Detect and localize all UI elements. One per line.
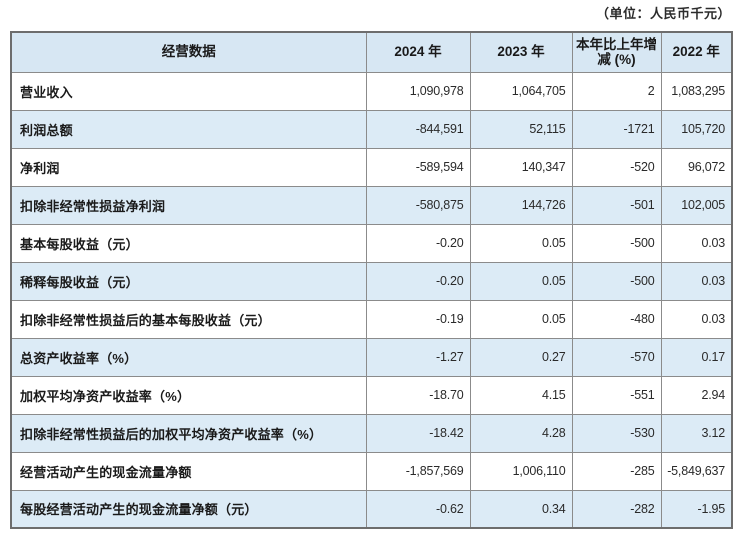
row-label: 营业收入 (10, 71, 367, 111)
value-change: -501 (571, 185, 662, 225)
table-row: 扣除非经常性损益后的加权平均净资产收益率（%） -18.42 4.28 -530… (10, 413, 733, 453)
value-2024: -0.20 (365, 261, 471, 301)
table-row: 总资产收益率（%） -1.27 0.27 -570 0.17 (10, 337, 733, 377)
value-2022: 1,083,295 (660, 71, 733, 111)
table-header-row: 经营数据 2024 年 2023 年 本年比上年增减 (%) 2022 年 (10, 31, 733, 73)
row-label: 净利润 (10, 147, 367, 187)
value-change: -500 (571, 223, 662, 263)
value-2022: -5,849,637 (660, 451, 733, 491)
value-2022: 0.03 (660, 261, 733, 301)
row-label: 每股经营活动产生的现金流量净额（元） (10, 489, 367, 529)
value-2023: 0.34 (469, 489, 573, 529)
table-row: 每股经营活动产生的现金流量净额（元） -0.62 0.34 -282 -1.95 (10, 489, 733, 529)
value-2023: 4.15 (469, 375, 573, 415)
value-change: -520 (571, 147, 662, 187)
table-row: 利润总额 -844,591 52,115 -1721 105,720 (10, 109, 733, 149)
value-change: -500 (571, 261, 662, 301)
header-2022: 2022 年 (660, 31, 733, 73)
table-row: 经营活动产生的现金流量净额 -1,857,569 1,006,110 -285 … (10, 451, 733, 491)
header-2023: 2023 年 (469, 31, 573, 73)
value-2023: 0.05 (469, 261, 573, 301)
value-2024: -18.42 (365, 413, 471, 453)
value-2022: 2.94 (660, 375, 733, 415)
table-row: 营业收入 1,090,978 1,064,705 2 1,083,295 (10, 71, 733, 111)
value-2022: -1.95 (660, 489, 733, 529)
row-label: 扣除非经常性损益净利润 (10, 185, 367, 225)
value-2023: 4.28 (469, 413, 573, 453)
row-label: 总资产收益率（%） (10, 337, 367, 377)
value-2022: 3.12 (660, 413, 733, 453)
table-row: 加权平均净资产收益率（%） -18.70 4.15 -551 2.94 (10, 375, 733, 415)
value-2023: 1,006,110 (469, 451, 573, 491)
table-row: 扣除非经常性损益后的基本每股收益（元） -0.19 0.05 -480 0.03 (10, 299, 733, 339)
unit-label: （单位：人民币千元） (595, 6, 731, 21)
value-change: -1721 (571, 109, 662, 149)
value-2024: -0.20 (365, 223, 471, 263)
value-2022: 102,005 (660, 185, 733, 225)
row-label: 利润总额 (10, 109, 367, 149)
value-2022: 0.17 (660, 337, 733, 377)
header-change: 本年比上年增减 (%) (571, 31, 662, 73)
value-change: 2 (571, 71, 662, 111)
value-2023: 144,726 (469, 185, 573, 225)
value-2024: -1.27 (365, 337, 471, 377)
row-label: 扣除非经常性损益后的加权平均净资产收益率（%） (10, 413, 367, 453)
value-2024: -1,857,569 (365, 451, 471, 491)
row-label: 基本每股收益（元） (10, 223, 367, 263)
operating-data-table: 经营数据 2024 年 2023 年 本年比上年增减 (%) 2022 年 营业… (10, 31, 733, 529)
value-2022: 96,072 (660, 147, 733, 187)
value-2023: 0.05 (469, 299, 573, 339)
value-2024: -0.19 (365, 299, 471, 339)
value-2022: 105,720 (660, 109, 733, 149)
table-row: 净利润 -589,594 140,347 -520 96,072 (10, 147, 733, 187)
row-label: 扣除非经常性损益后的基本每股收益（元） (10, 299, 367, 339)
value-2023: 0.27 (469, 337, 573, 377)
value-change: -282 (571, 489, 662, 529)
table-row: 稀释每股收益（元） -0.20 0.05 -500 0.03 (10, 261, 733, 301)
value-2022: 0.03 (660, 299, 733, 339)
value-2024: 1,090,978 (365, 71, 471, 111)
value-2024: -589,594 (365, 147, 471, 187)
table-row: 基本每股收益（元） -0.20 0.05 -500 0.03 (10, 223, 733, 263)
value-2022: 0.03 (660, 223, 733, 263)
header-2024: 2024 年 (365, 31, 471, 73)
row-label: 加权平均净资产收益率（%） (10, 375, 367, 415)
value-change: -570 (571, 337, 662, 377)
value-2024: -844,591 (365, 109, 471, 149)
value-2023: 1,064,705 (469, 71, 573, 111)
value-change: -285 (571, 451, 662, 491)
value-2023: 0.05 (469, 223, 573, 263)
value-2023: 140,347 (469, 147, 573, 187)
value-2023: 52,115 (469, 109, 573, 149)
table-row: 扣除非经常性损益净利润 -580,875 144,726 -501 102,00… (10, 185, 733, 225)
value-2024: -18.70 (365, 375, 471, 415)
value-change: -551 (571, 375, 662, 415)
row-label: 经营活动产生的现金流量净额 (10, 451, 367, 491)
value-2024: -580,875 (365, 185, 471, 225)
value-change: -480 (571, 299, 662, 339)
value-change: -530 (571, 413, 662, 453)
row-label: 稀释每股收益（元） (10, 261, 367, 301)
value-2024: -0.62 (365, 489, 471, 529)
header-metric: 经营数据 (10, 31, 367, 73)
